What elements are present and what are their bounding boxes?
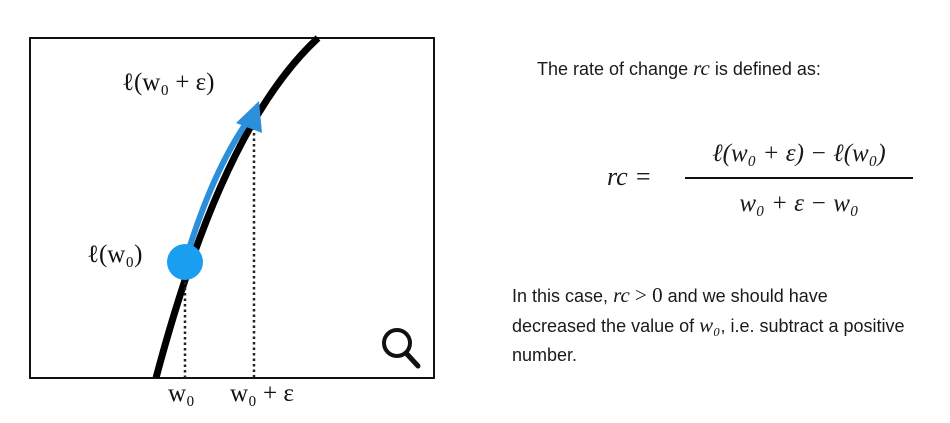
formula-lhs: rc = (607, 162, 652, 191)
label-loss-w0: ℓ(w₀) (87, 241, 143, 268)
label-loss-w0-eps: ℓ(w₀ + ε) (122, 69, 215, 96)
point-w0 (167, 244, 203, 280)
conclusion-math-rc: rc (613, 283, 630, 307)
magnifier-icon (382, 328, 421, 369)
arrow-head (236, 101, 262, 133)
tick-label-w0: w₀ (168, 380, 195, 407)
conclusion-part1: In this case, (512, 286, 614, 306)
tick-label-w0-eps: w₀ + ε (230, 380, 294, 407)
intro-prefix: The rate of change (537, 59, 694, 79)
formula-numerator: ℓ(w₀ + ε) − ℓ(w₀) (712, 140, 886, 167)
loss-curve (152, 35, 321, 379)
intro-text: The rate of change rc is defined as: (537, 56, 821, 81)
intro-suffix: is defined as: (709, 59, 821, 79)
intro-var: rc (693, 56, 710, 80)
conclusion-math-w0: w₀ (699, 313, 721, 337)
conclusion-text: In this case, rc > 0 and we should have … (512, 281, 912, 370)
formula-fraction: ℓ(w₀ + ε) − ℓ(w₀) w₀ + ε − w₀ (685, 137, 913, 221)
conclusion-math-op: > 0 (629, 283, 663, 307)
conclusion-part2: and we should have decreased the value o… (512, 286, 828, 336)
formula-denominator: w₀ + ε − w₀ (739, 190, 859, 217)
conclusion-part3: , i.e. subtract a positive number. (512, 316, 905, 365)
rate-arrow (182, 119, 250, 265)
fraction-bar (685, 177, 913, 179)
plot-frame (29, 37, 435, 379)
